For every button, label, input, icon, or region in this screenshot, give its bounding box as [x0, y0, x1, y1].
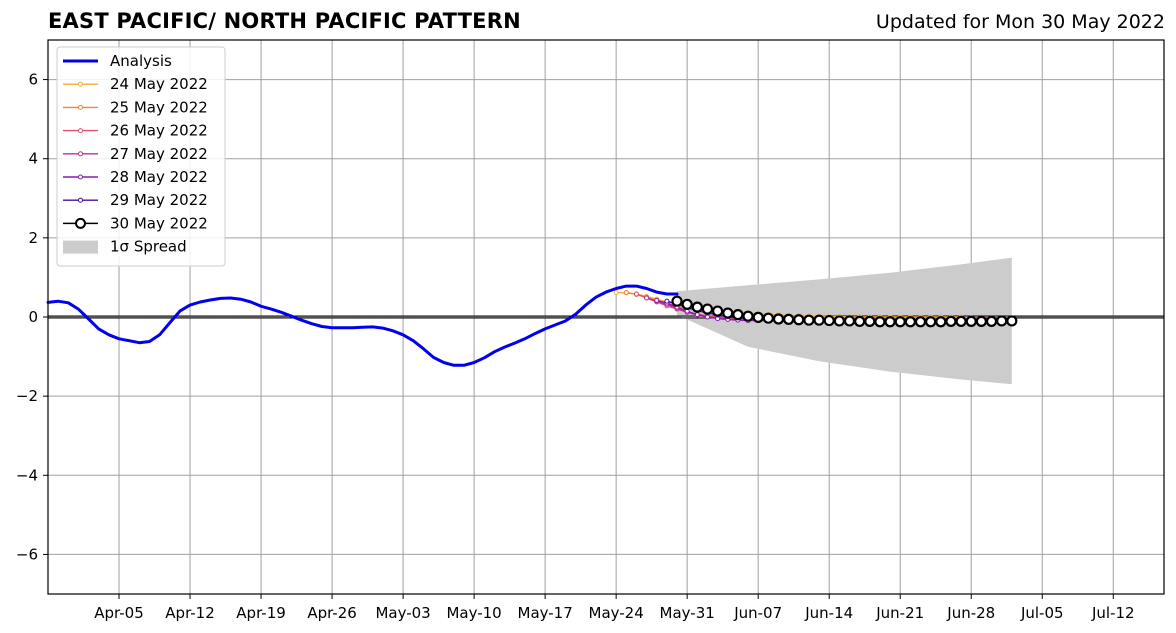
series-30-may-2022-point — [762, 312, 774, 324]
series-24-may-2022-point — [613, 289, 619, 295]
series-30-may-2022-point — [833, 315, 845, 327]
series-30-may-2022-point — [894, 316, 906, 328]
y-tick-label: 6 — [28, 71, 38, 89]
series-30-may-2022-point — [813, 314, 825, 326]
series-30-may-2022-point — [752, 311, 764, 323]
series-30-may-2022-point — [1006, 315, 1018, 327]
series-30-may-2022-point — [955, 315, 967, 327]
series-30-may-2022-point — [671, 295, 683, 307]
x-tick-label-may-24: May-24 — [589, 604, 644, 622]
x-tick-label-may-31: May-31 — [660, 604, 715, 622]
series-30-may-2022-point — [732, 309, 744, 321]
series-layer — [46, 284, 1018, 367]
legend: Analysis 24 May 2022 25 May 2022 26 May 202… — [56, 46, 226, 267]
x-tick-label-jun-21: Jun-21 — [875, 604, 924, 622]
series-30-may-2022-point — [914, 316, 927, 328]
y-tick-label: 4 — [28, 150, 38, 168]
y-axis: 6 4 2 0 −2 −4 −6 — [16, 71, 48, 563]
legend-item-1-spread-label: 1σ Spread — [110, 238, 187, 256]
x-tick-label-may-03: May-03 — [375, 604, 430, 622]
series-30-may-2022-point — [742, 310, 754, 322]
legend-box — [56, 46, 226, 267]
series-30-may-2022-point — [996, 315, 1008, 327]
legend-item-24-may-2022-label: 24 May 2022 — [110, 75, 208, 93]
series-30-may-2022-point — [783, 313, 795, 325]
legend-item-30-may-2022-marker — [75, 217, 86, 229]
series-27-may-2022-point — [644, 295, 650, 301]
x-axis: Apr-05 Apr-12 Apr-19 Apr-26 May-03 May-10 May-… — [94, 594, 1135, 622]
x-tick-label-jun-07: Jun-07 — [733, 604, 782, 622]
x-tick-label-apr-12: Apr-12 — [165, 604, 215, 622]
y-tick-label: 0 — [28, 308, 38, 326]
legend-item-29-may-2022-marker — [78, 197, 83, 203]
y-tick-label: −6 — [16, 545, 38, 563]
x-tick-label-may-10: May-10 — [446, 604, 501, 622]
x-tick-label-apr-26: Apr-26 — [307, 604, 357, 622]
series-30-may-2022-point — [843, 315, 856, 327]
legend-item-1-spread-swatch — [63, 240, 98, 254]
series-30-may-2022-point — [874, 316, 886, 328]
series-30-may-2022-point — [945, 315, 957, 327]
chart-title: EAST PACIFIC/ NORTH PACIFIC PATTERN — [48, 9, 521, 33]
series-30-may-2022-point — [864, 315, 876, 327]
series-30-may-2022-point — [854, 315, 866, 327]
x-tick-label-jun-28: Jun-28 — [946, 604, 995, 622]
chart-subtitle: Updated for Mon 30 May 2022 — [875, 11, 1165, 33]
x-tick-label-may-17: May-17 — [518, 604, 573, 622]
legend-item-25-may-2022-label: 25 May 2022 — [110, 98, 208, 116]
y-tick-label: 2 — [28, 229, 38, 247]
x-tick-label-apr-19: Apr-19 — [236, 604, 286, 622]
series-30-may-2022-point — [691, 301, 703, 313]
x-tick-label-jul-05: Jul-05 — [1020, 604, 1064, 622]
series-30-may-2022-point — [975, 315, 987, 327]
legend-item-analysis-label: Analysis — [110, 52, 172, 70]
legend-item-25-may-2022-marker — [78, 104, 83, 110]
series-30-may-2022-point — [722, 307, 734, 319]
series-28-may-2022-point — [694, 312, 700, 318]
series-30-may-2022-point — [935, 316, 947, 328]
series-30-may-2022-point — [904, 316, 916, 328]
series-analysis-line — [46, 284, 679, 367]
series-30-may-2022-point — [681, 298, 693, 310]
series-30-may-2022-point — [803, 314, 815, 326]
x-tick-label-jun-14: Jun-14 — [804, 604, 853, 622]
y-tick-label: −2 — [16, 387, 38, 405]
x-tick-label-jul-12: Jul-12 — [1091, 604, 1135, 622]
series-30-may-2022-point — [772, 313, 785, 325]
series-30-may-2022-point — [701, 303, 714, 315]
legend-item-29-may-2022-label: 29 May 2022 — [110, 191, 208, 209]
y-tick-label: −4 — [16, 466, 38, 484]
legend-item-27-may-2022-label: 27 May 2022 — [110, 145, 208, 163]
legend-item-26-may-2022-marker — [78, 128, 83, 134]
legend-item-28-may-2022-label: 28 May 2022 — [110, 168, 208, 186]
grid-lines — [48, 40, 1164, 594]
series-30-may-2022-point — [711, 305, 724, 317]
legend-item-27-may-2022-marker — [78, 151, 83, 157]
legend-item-24-may-2022-marker — [78, 81, 83, 87]
legend-item-26-may-2022-label: 26 May 2022 — [110, 122, 208, 140]
legend-item-28-may-2022-marker — [78, 174, 83, 180]
series-26-may-2022-point — [633, 291, 639, 297]
series-30-may-2022-point — [793, 314, 805, 326]
series-30-may-2022-point — [985, 315, 998, 327]
series-28-may-2022-point — [704, 314, 710, 320]
series-25-may-2022-point — [623, 289, 629, 295]
series-30-may-2022-point — [925, 316, 937, 328]
series-28-may-2022-point — [654, 297, 660, 303]
x-tick-label-apr-05: Apr-05 — [94, 604, 144, 622]
series-30-may-2022-point — [884, 316, 896, 328]
legend-item-30-may-2022-label: 30 May 2022 — [110, 214, 208, 232]
series-30-may-2022-point — [823, 314, 835, 327]
series-30-may-2022-point — [965, 315, 977, 327]
series-29-may-2022-point — [664, 298, 670, 304]
